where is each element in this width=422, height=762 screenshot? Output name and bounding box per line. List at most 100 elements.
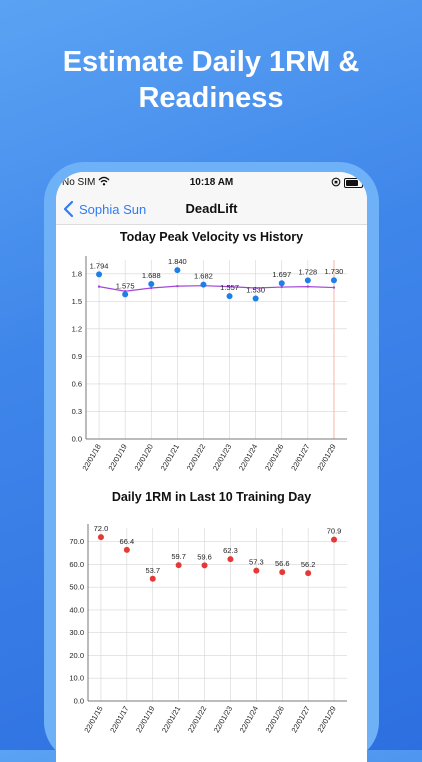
x-tick-label: 22/01/19	[134, 705, 156, 735]
y-tick-label: 40.0	[69, 605, 84, 614]
data-point	[123, 546, 130, 553]
y-tick-label: 0.0	[72, 435, 82, 444]
data-point	[227, 556, 234, 563]
data-point	[278, 280, 285, 287]
x-tick-label: 22/01/24	[237, 443, 259, 473]
data-label: 1.688	[142, 271, 161, 280]
trend-point	[254, 286, 257, 290]
promo-headline-line1: Estimate Daily 1RM &	[62, 46, 360, 78]
x-tick-label: 22/01/26	[263, 443, 285, 473]
data-label: 56.2	[301, 560, 316, 569]
rm-chart-title: Daily 1RM in Last 10 Training Day	[111, 490, 312, 504]
data-point	[96, 271, 103, 278]
data-label: 66.4	[120, 537, 135, 546]
x-tick-label: 22/01/18	[80, 443, 102, 473]
x-tick-label: 22/01/17	[108, 705, 130, 735]
data-label: 53.7	[145, 566, 160, 575]
trend-point	[176, 284, 179, 288]
data-point	[175, 562, 182, 569]
trend-point	[150, 286, 153, 290]
data-label: 1.557	[220, 283, 239, 292]
carrier-label: No SIM	[62, 177, 96, 188]
trend-point	[97, 285, 101, 288]
data-label: 1.530	[246, 286, 265, 295]
data-label: 1.840	[168, 257, 187, 266]
y-tick-label: 0.6	[72, 379, 82, 388]
y-tick-label: 0.3	[72, 407, 82, 416]
x-tick-label: 22/01/27	[289, 705, 311, 735]
trend-point	[306, 285, 310, 288]
y-tick-label: 1.5	[72, 297, 82, 306]
data-label: 57.3	[249, 558, 264, 567]
data-label: 70.9	[327, 527, 342, 536]
y-tick-label: 1.2	[72, 324, 82, 333]
x-tick-label: 22/01/21	[160, 705, 182, 735]
promo-headline-line2: Readiness	[138, 82, 284, 114]
data-point	[226, 293, 233, 300]
data-label: 56.6	[275, 559, 290, 568]
data-point	[97, 534, 104, 541]
data-point	[330, 277, 337, 284]
data-point	[304, 277, 311, 284]
x-tick-label: 22/01/15	[82, 705, 104, 735]
data-point	[201, 562, 208, 569]
y-tick-label: 1.8	[72, 269, 82, 278]
y-tick-label: 0.9	[72, 352, 82, 361]
data-point	[122, 291, 129, 298]
data-point	[252, 295, 259, 302]
x-tick-label: 22/01/26	[264, 705, 286, 735]
y-tick-label: 50.0	[69, 583, 84, 592]
data-point	[200, 281, 207, 288]
data-point	[148, 281, 155, 288]
data-label: 1.730	[325, 267, 344, 276]
y-tick-label: 30.0	[69, 628, 84, 637]
data-label: 1.794	[90, 261, 109, 270]
y-tick-label: 0.0	[74, 697, 84, 706]
chevron-left-icon	[63, 200, 74, 218]
data-point	[279, 569, 286, 576]
x-tick-label: 22/01/20	[133, 443, 155, 473]
promo-headline: Estimate Daily 1RM & Readiness	[0, 44, 422, 116]
navigation-bar: Sophia Sun DeadLift	[56, 194, 367, 225]
trend-point	[228, 285, 231, 288]
data-point	[174, 267, 181, 274]
wifi-icon	[98, 176, 110, 186]
trend-point	[280, 285, 283, 289]
data-point	[305, 570, 312, 577]
y-tick-label: 10.0	[69, 674, 84, 683]
x-tick-label: 22/01/21	[159, 443, 181, 473]
x-tick-label: 22/01/29	[315, 443, 337, 473]
status-time: 10:18 AM	[189, 177, 234, 188]
x-tick-label: 22/01/19	[106, 443, 128, 473]
y-tick-label: 60.0	[69, 560, 84, 569]
nav-title: DeadLift	[185, 201, 238, 216]
data-point	[253, 567, 260, 574]
battery-icon	[344, 178, 363, 188]
y-tick-label: 20.0	[69, 651, 84, 660]
back-button-label: Sophia Sun	[79, 201, 147, 217]
data-label: 1.728	[298, 267, 317, 276]
x-tick-label: 22/01/24	[238, 705, 260, 735]
rm-chart: 0.010.020.030.040.050.060.070.022/01/15 2…	[69, 524, 347, 735]
trend-line	[98, 285, 334, 292]
x-tick-label: 22/01/22	[185, 443, 207, 473]
data-point	[149, 575, 156, 582]
velocity-chart-title: Today Peak Velocity vs History	[119, 230, 304, 244]
phone-screen: No SIM 10:18 AM Sophia Sun DeadLift Toda…	[56, 172, 367, 762]
y-tick-label: 70.0	[69, 537, 84, 546]
data-point	[331, 536, 338, 543]
data-label: 1.575	[116, 281, 135, 290]
x-tick-label: 22/01/27	[289, 443, 311, 473]
data-label: 72.0	[94, 524, 109, 533]
back-button[interactable]: Sophia Sun	[62, 198, 146, 220]
data-label: 62.3	[223, 546, 238, 555]
data-label: 1.697	[272, 270, 291, 279]
trend-point	[332, 286, 336, 289]
status-bar: No SIM 10:18 AM	[56, 172, 367, 194]
x-tick-label: 22/01/23	[212, 705, 234, 735]
data-label: 59.7	[171, 552, 186, 561]
x-tick-label: 22/01/29	[315, 705, 337, 735]
x-tick-label: 22/01/22	[186, 705, 208, 735]
rotation-lock-icon	[331, 177, 341, 187]
data-label: 1.682	[194, 272, 213, 281]
